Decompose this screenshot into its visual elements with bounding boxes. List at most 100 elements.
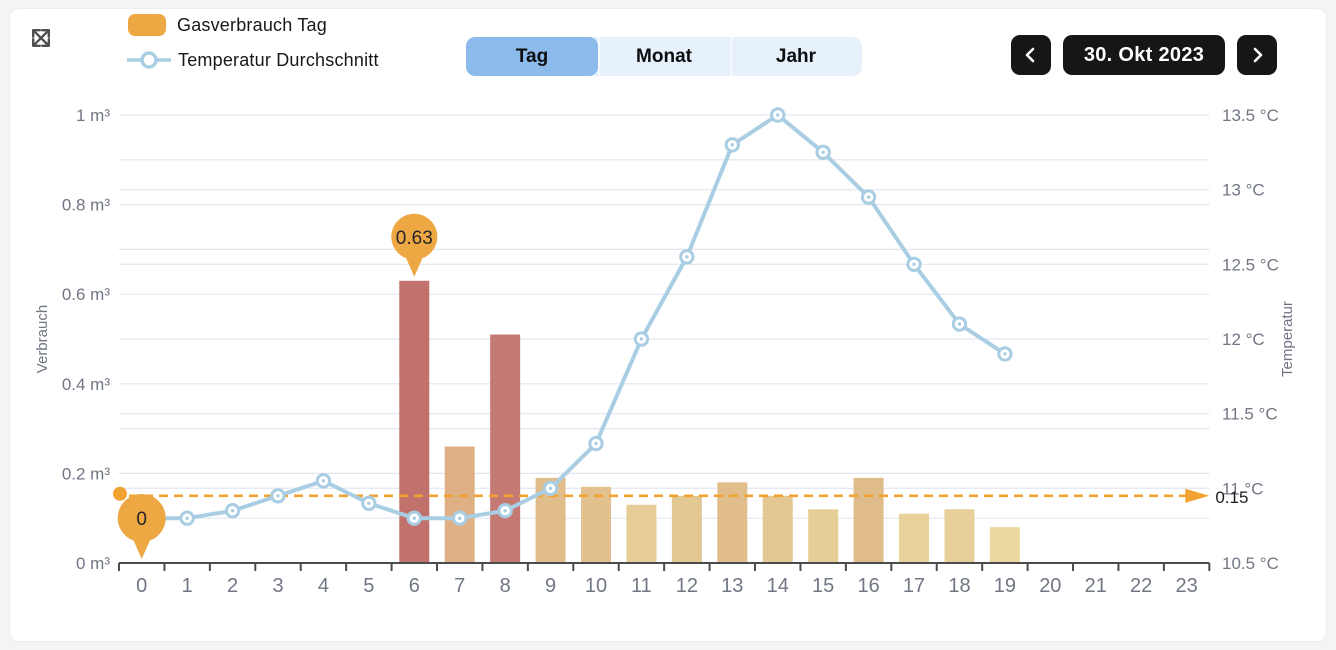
svg-text:22: 22 — [1130, 575, 1152, 597]
next-day-button[interactable] — [1237, 35, 1277, 75]
average-threshold-line: 0.15 — [113, 486, 1248, 507]
svg-text:21: 21 — [1085, 575, 1107, 597]
temp-point-hour-3[interactable] — [270, 488, 286, 504]
gas-bar-swatch-icon — [128, 14, 166, 36]
temp-point-hour-17[interactable] — [906, 256, 922, 273]
svg-text:4: 4 — [318, 575, 329, 597]
temp-point-hour-16[interactable] — [860, 189, 877, 205]
svg-text:12.5 °C: 12.5 °C — [1222, 255, 1279, 274]
gas-bar-hour-10[interactable] — [581, 486, 612, 562]
svg-text:0 m³: 0 m³ — [76, 554, 110, 573]
left-axis-title: Verbrauch — [34, 305, 51, 373]
period-tabs: Tag Monat Jahr — [466, 37, 862, 76]
svg-text:15: 15 — [812, 575, 834, 597]
svg-text:0.4 m³: 0.4 m³ — [62, 375, 111, 394]
temp-point-hour-15[interactable] — [815, 144, 831, 161]
temp-point-hour-1[interactable] — [179, 510, 195, 526]
svg-text:23: 23 — [1175, 575, 1197, 597]
tab-jahr[interactable]: Jahr — [730, 37, 862, 76]
fullscreen-button[interactable] — [28, 26, 54, 52]
gas-bar-hour-13[interactable] — [717, 482, 748, 562]
gas-bars — [399, 280, 1020, 562]
max-value-label: 0.63 — [396, 228, 433, 249]
gas-bar-hour-18[interactable] — [944, 509, 975, 562]
temp-point-hour-11[interactable] — [633, 331, 650, 347]
svg-text:1 m³: 1 m³ — [76, 106, 110, 125]
gas-bar-hour-15[interactable] — [808, 509, 839, 562]
previous-day-button[interactable] — [1011, 35, 1051, 75]
temp-point-hour-13[interactable] — [724, 137, 741, 153]
temp-point-hour-7[interactable] — [452, 510, 468, 526]
svg-text:0.8 m³: 0.8 m³ — [62, 196, 111, 215]
svg-text:5: 5 — [363, 575, 374, 597]
svg-text:6: 6 — [409, 575, 420, 597]
temp-point-hour-6[interactable] — [406, 510, 422, 526]
threshold-value-label: 0.15 — [1215, 488, 1248, 507]
svg-text:11: 11 — [631, 575, 652, 597]
svg-text:7: 7 — [454, 575, 465, 597]
svg-text:14: 14 — [767, 575, 789, 597]
chevron-left-icon — [1025, 47, 1035, 63]
svg-text:2: 2 — [227, 575, 238, 597]
svg-text:10.5 °C: 10.5 °C — [1222, 554, 1279, 573]
svg-text:12: 12 — [676, 575, 698, 597]
temp-point-hour-8[interactable] — [497, 503, 513, 519]
svg-text:13.5 °C: 13.5 °C — [1222, 106, 1279, 125]
svg-text:0.6 m³: 0.6 m³ — [62, 285, 111, 304]
current-date-display[interactable]: 30. Okt 2023 — [1063, 35, 1225, 75]
temp-point-hour-5[interactable] — [361, 495, 377, 511]
temperature-line — [134, 107, 1013, 526]
svg-text:18: 18 — [948, 575, 970, 597]
gas-bar-hour-17[interactable] — [899, 513, 930, 562]
chart-card — [9, 8, 1327, 642]
legend-item-temperature[interactable]: Temperatur Durchschnitt — [127, 47, 379, 73]
svg-text:1: 1 — [182, 575, 193, 597]
x-axis-labels: 0 1 2 3 4 5 6 7 8 9 10 11 12 13 14 15 16 17 18 19 20 21 22 23 — [136, 575, 1198, 597]
svg-text:3: 3 — [272, 575, 283, 597]
right-axis-title: Temperatur — [1279, 301, 1296, 377]
temp-point-hour-18[interactable] — [951, 316, 968, 332]
svg-text:8: 8 — [500, 575, 511, 597]
left-axis-labels: 0 m³ 0.2 m³ 0.4 m³ 0.6 m³ 0.8 m³ 1 m³ Verbrauc… — [34, 106, 110, 573]
min-value-marker: 0 — [117, 494, 166, 559]
temp-point-hour-10[interactable] — [588, 435, 604, 452]
svg-text:20: 20 — [1039, 575, 1061, 597]
temp-point-hour-2[interactable] — [224, 503, 241, 519]
temperature-line-icon — [127, 51, 171, 69]
svg-text:10: 10 — [585, 575, 607, 597]
svg-text:13: 13 — [721, 575, 743, 597]
gas-bar-hour-11[interactable] — [626, 504, 657, 562]
gas-bar-hour-14[interactable] — [762, 495, 793, 562]
gas-bar-hour-7[interactable] — [444, 446, 475, 562]
temp-point-hour-12[interactable] — [679, 249, 695, 265]
min-value-label: 0 — [136, 509, 147, 530]
legend-item-gas[interactable]: Gasverbrauch Tag — [128, 12, 379, 38]
svg-text:13 °C: 13 °C — [1222, 181, 1265, 200]
expand-arrows-icon — [32, 29, 50, 47]
temp-point-hour-9[interactable] — [542, 480, 559, 497]
svg-text:19: 19 — [994, 575, 1016, 597]
max-value-marker: 0.63 — [391, 213, 438, 277]
gas-bar-hour-16[interactable] — [853, 477, 884, 562]
legend-label-gas: Gasverbrauch Tag — [177, 14, 327, 35]
svg-text:0.2 m³: 0.2 m³ — [62, 464, 111, 483]
tab-monat[interactable]: Monat — [598, 37, 730, 76]
tab-tag[interactable]: Tag — [466, 37, 598, 76]
temp-point-hour-14[interactable] — [770, 107, 786, 123]
legend: Gasverbrauch Tag Temperatur Durchschnitt — [127, 12, 379, 82]
chevron-right-icon — [1253, 47, 1263, 63]
svg-text:16: 16 — [857, 575, 879, 597]
date-navigation: 30. Okt 2023 — [1011, 35, 1277, 75]
x-axis — [118, 562, 1211, 571]
svg-text:9: 9 — [545, 575, 556, 597]
svg-text:12 °C: 12 °C — [1222, 330, 1265, 349]
legend-label-temperature: Temperatur Durchschnitt — [178, 49, 379, 70]
gas-bar-hour-12[interactable] — [671, 495, 702, 562]
gas-bar-hour-19[interactable] — [989, 527, 1020, 562]
gas-bar-hour-8[interactable] — [490, 334, 521, 562]
svg-text:0: 0 — [136, 575, 147, 597]
gridlines — [119, 114, 1210, 519]
temp-point-hour-19[interactable] — [997, 346, 1013, 362]
temp-point-hour-4[interactable] — [315, 473, 332, 489]
